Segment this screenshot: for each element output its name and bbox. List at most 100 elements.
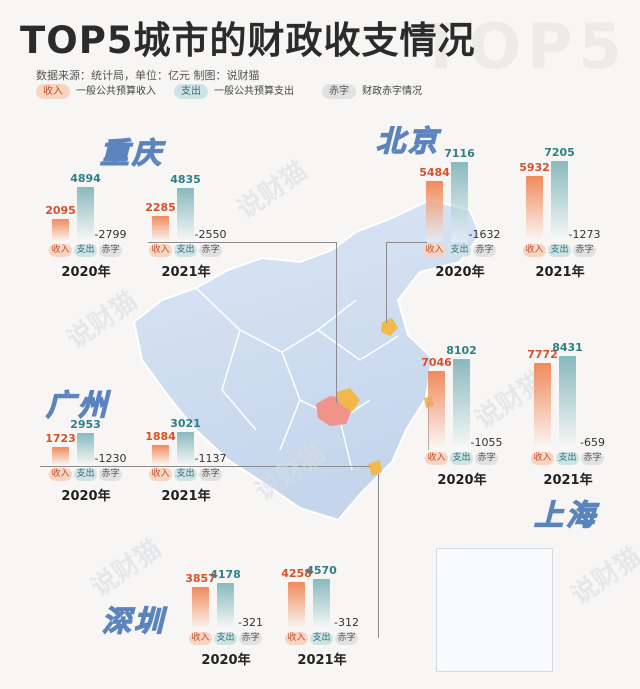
city-name-shenzhen: 深圳 bbox=[101, 603, 167, 638]
data-label-expense: 8431 bbox=[552, 340, 583, 354]
bar-income bbox=[426, 180, 443, 242]
data-label-income: 5484 bbox=[419, 165, 450, 179]
data-label-expense: 8102 bbox=[446, 344, 477, 358]
legend-deficit-key: 赤字 bbox=[322, 84, 356, 99]
beijing-region bbox=[381, 318, 398, 336]
south-china-sea-inset bbox=[436, 548, 553, 672]
bar-income bbox=[52, 446, 69, 466]
data-label-deficit: -2799 bbox=[94, 228, 127, 241]
bar-expense bbox=[77, 187, 94, 242]
category-tick-label: 收入 bbox=[49, 244, 72, 257]
category-tick-label: 收入 bbox=[285, 632, 308, 645]
data-source: 数据来源：统计局，单位：亿元 制图：说财猫 bbox=[36, 69, 260, 82]
data-label-income: 1723 bbox=[45, 431, 76, 445]
category-tick-label: 支出 bbox=[74, 244, 97, 257]
category-tick-label: 收入 bbox=[523, 244, 546, 257]
connector-chongqing bbox=[148, 242, 337, 403]
bar-expense bbox=[177, 432, 194, 466]
category-tick-label: 支出 bbox=[310, 632, 333, 645]
category-tick-label: 收入 bbox=[49, 468, 72, 481]
data-label-income: 7772 bbox=[527, 347, 558, 361]
bar-income bbox=[526, 175, 543, 242]
data-label-expense: 4178 bbox=[210, 568, 241, 582]
category-tick-label: 赤字 bbox=[199, 244, 222, 257]
category-tick-label: 支出 bbox=[214, 632, 237, 645]
title-watermark: TOP5 bbox=[420, 10, 628, 83]
legend-income-key: 收入 bbox=[36, 84, 70, 99]
data-label-expense: 3021 bbox=[170, 417, 201, 431]
category-tick-label: 支出 bbox=[74, 468, 97, 481]
guangzhou-region bbox=[368, 460, 382, 476]
category-tick-label: 支出 bbox=[448, 244, 471, 257]
year-label: 2020年 bbox=[61, 489, 111, 504]
year-label: 2020年 bbox=[61, 265, 111, 280]
data-label-income: 1884 bbox=[145, 429, 176, 443]
data-label-expense: 4570 bbox=[306, 563, 337, 577]
connector-guangzhou bbox=[40, 466, 370, 467]
data-label-expense: 4835 bbox=[170, 172, 201, 186]
data-label-deficit: -1273 bbox=[568, 228, 601, 241]
category-tick-label: 赤字 bbox=[239, 632, 262, 645]
data-label-deficit: -1055 bbox=[470, 436, 503, 449]
bar-expense bbox=[77, 432, 94, 466]
bar-expense bbox=[559, 355, 576, 450]
category-tick-label: 赤字 bbox=[199, 468, 222, 481]
data-label-income: 5932 bbox=[519, 160, 550, 174]
page-title: TOP5城市的财政收支情况 bbox=[20, 19, 476, 62]
category-tick-label: 收入 bbox=[149, 468, 172, 481]
year-label: 2020年 bbox=[201, 653, 251, 668]
category-tick-label: 赤字 bbox=[99, 244, 122, 257]
year-label: 2021年 bbox=[161, 265, 211, 280]
city-name-guangzhou: 广州 bbox=[45, 387, 111, 422]
data-label-deficit: -659 bbox=[580, 436, 605, 449]
category-tick-label: 赤字 bbox=[581, 452, 604, 465]
data-label-expense: 7116 bbox=[444, 147, 475, 161]
city-name-chongqing: 重庆 bbox=[99, 135, 165, 170]
category-tick-label: 赤字 bbox=[335, 632, 358, 645]
category-tick-label: 支出 bbox=[174, 244, 197, 257]
category-tick-label: 支出 bbox=[548, 244, 571, 257]
bar-income bbox=[534, 362, 551, 450]
data-label-expense: 7205 bbox=[544, 146, 575, 160]
bar-income bbox=[152, 444, 169, 466]
category-tick-label: 支出 bbox=[450, 452, 473, 465]
bar-expense bbox=[453, 359, 470, 450]
city-name-shanghai: 上海 bbox=[533, 497, 599, 532]
category-tick-label: 支出 bbox=[174, 468, 197, 481]
category-tick-label: 赤字 bbox=[475, 452, 498, 465]
category-tick-label: 收入 bbox=[425, 452, 448, 465]
bar-expense bbox=[217, 583, 234, 630]
data-label-expense: 4894 bbox=[70, 172, 101, 186]
data-label-income: 4258 bbox=[281, 567, 312, 581]
connector-shenzhen bbox=[378, 474, 379, 638]
bar-expense bbox=[313, 578, 330, 630]
map-shape bbox=[132, 198, 482, 522]
data-label-income: 7046 bbox=[421, 356, 452, 370]
year-label: 2021年 bbox=[535, 265, 585, 280]
bar-expense bbox=[177, 187, 194, 242]
year-label: 2021年 bbox=[297, 653, 347, 668]
category-tick-label: 收入 bbox=[149, 244, 172, 257]
category-tick-label: 收入 bbox=[423, 244, 446, 257]
sichuan-highlight bbox=[336, 388, 360, 412]
bar-income bbox=[192, 586, 209, 630]
data-label-deficit: -312 bbox=[334, 616, 359, 629]
bar-income bbox=[428, 371, 445, 450]
data-label-income: 2095 bbox=[45, 203, 76, 217]
data-label-deficit: -1137 bbox=[194, 452, 227, 465]
year-label: 2020年 bbox=[437, 473, 487, 488]
category-tick-label: 收入 bbox=[189, 632, 212, 645]
city-name-beijing: 北京 bbox=[375, 123, 441, 158]
category-tick-label: 赤字 bbox=[99, 468, 122, 481]
data-label-income: 3857 bbox=[185, 571, 216, 585]
bar-income bbox=[152, 216, 169, 242]
legend-deficit-text: 财政赤字情况 bbox=[362, 86, 422, 97]
category-tick-label: 收入 bbox=[531, 452, 554, 465]
data-label-deficit: -321 bbox=[238, 616, 263, 629]
bar-income bbox=[52, 218, 69, 242]
bar-income bbox=[288, 582, 305, 630]
category-tick-label: 支出 bbox=[556, 452, 579, 465]
data-label-income: 2285 bbox=[145, 201, 176, 215]
category-tick-label: 赤字 bbox=[573, 244, 596, 257]
